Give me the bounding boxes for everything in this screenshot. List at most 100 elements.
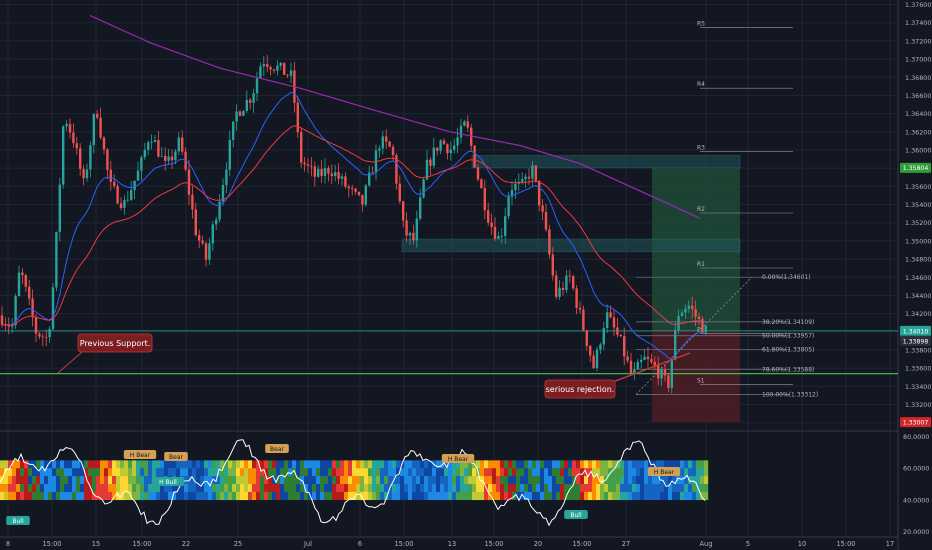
heatmap-cell bbox=[488, 491, 493, 501]
heatmap-cell bbox=[608, 476, 613, 485]
candle-body bbox=[541, 205, 544, 212]
heatmap-cell bbox=[320, 460, 325, 469]
heatmap-cell bbox=[212, 484, 217, 493]
heatmap-cell bbox=[380, 491, 385, 501]
heatmap-cell bbox=[416, 491, 421, 501]
heatmap-cell bbox=[616, 476, 621, 485]
heatmap-cell bbox=[176, 484, 181, 493]
heatmap-cell bbox=[328, 484, 333, 493]
heatmap-cell bbox=[240, 491, 245, 501]
heatmap-cell bbox=[180, 491, 185, 501]
heatmap-cell bbox=[704, 476, 709, 485]
heatmap-cell bbox=[512, 468, 517, 477]
heatmap-cell bbox=[364, 491, 369, 501]
time-axis[interactable]: 8 15:00 15 15:00 22 25 Jul 6 15:00 13 15:00 20 15:00… bbox=[6, 540, 894, 548]
candle-body bbox=[330, 173, 333, 176]
heatmap-cell bbox=[672, 476, 677, 485]
annotations[interactable]: Previous Support. serious rejection. bbox=[57, 333, 691, 399]
heatmap-cell bbox=[696, 468, 701, 477]
heatmap-cell bbox=[216, 484, 221, 493]
candle-body bbox=[82, 168, 85, 179]
heatmap-cell bbox=[72, 491, 77, 501]
candle-body bbox=[521, 179, 524, 182]
heatmap-cell bbox=[600, 484, 605, 493]
price-badge-label: 1.33007 bbox=[903, 419, 929, 426]
heatmap-cell bbox=[0, 484, 5, 493]
heatmap-cell bbox=[504, 491, 509, 501]
candle-body bbox=[670, 359, 673, 388]
heatmap-cell bbox=[120, 468, 125, 477]
heatmap-cell bbox=[656, 460, 661, 469]
heatmap-cell bbox=[244, 468, 249, 477]
signal-badge bbox=[441, 454, 475, 463]
candle-body bbox=[170, 156, 174, 161]
candle-body bbox=[694, 309, 697, 317]
heatmap-cell bbox=[4, 468, 9, 477]
heatmap-cell bbox=[92, 476, 97, 485]
heatmap-cell bbox=[500, 476, 505, 485]
candle-body bbox=[102, 137, 106, 150]
heatmap-cell bbox=[60, 476, 65, 485]
candle-body bbox=[17, 272, 21, 297]
signal-label: H Bull bbox=[159, 479, 177, 486]
heatmap-cell bbox=[488, 468, 493, 477]
heatmap-cell bbox=[428, 468, 433, 477]
candle-body bbox=[419, 197, 422, 219]
heatmap-cell bbox=[440, 468, 445, 477]
heatmap-cell bbox=[420, 484, 425, 493]
heatmap-cell bbox=[456, 460, 461, 469]
candle-body bbox=[507, 196, 510, 217]
time-tick-label: 15:00 bbox=[394, 540, 413, 548]
heatmap-cell bbox=[648, 491, 653, 501]
heatmap-cell bbox=[704, 491, 709, 501]
heatmap-cell bbox=[508, 460, 513, 469]
heatmap-cell bbox=[500, 460, 505, 469]
candle-body bbox=[487, 210, 490, 223]
candle-body bbox=[616, 327, 619, 335]
heatmap-cell bbox=[88, 476, 93, 485]
heatmap-cell bbox=[44, 491, 49, 501]
heatmap-cell bbox=[116, 468, 121, 477]
heatmap-cell bbox=[412, 491, 417, 501]
heatmap-cell bbox=[228, 476, 233, 485]
candle-body bbox=[208, 243, 211, 260]
heatmap-cell bbox=[668, 491, 673, 501]
heatmap-cell bbox=[288, 491, 293, 501]
heatmap-cell bbox=[124, 491, 129, 501]
candle-body bbox=[483, 188, 486, 211]
heatmap-cell bbox=[428, 476, 433, 485]
heatmap-cell bbox=[236, 491, 241, 501]
fibonacci-retracement[interactable]: 0.00%(1.34601) 38.20%(1.34109) 50.00%(1.33… bbox=[635, 274, 818, 398]
heatmap-cell bbox=[324, 460, 329, 469]
heatmap-cell bbox=[28, 468, 33, 477]
heatmap-cell bbox=[272, 468, 277, 477]
candle-body bbox=[164, 155, 167, 161]
heatmap-cell bbox=[680, 460, 685, 469]
heatmap-cell bbox=[36, 491, 41, 501]
heatmap-cell bbox=[56, 491, 61, 501]
heatmap-cell bbox=[236, 484, 241, 493]
heatmap-cell bbox=[540, 460, 545, 469]
heatmap-cell bbox=[532, 484, 537, 493]
heatmap-cell bbox=[692, 484, 697, 493]
heatmap-cell bbox=[36, 484, 41, 493]
signal-badge bbox=[151, 477, 185, 486]
heatmap-cell bbox=[8, 484, 13, 493]
heatmap-cell bbox=[336, 476, 341, 485]
heatmap-cell bbox=[652, 476, 657, 485]
heatmap-cell bbox=[204, 484, 209, 493]
candle-body bbox=[527, 176, 531, 179]
heatmap-cell bbox=[344, 468, 349, 477]
heatmap-cell bbox=[200, 460, 205, 469]
time-tick-label: 15:00 bbox=[484, 540, 503, 548]
heatmap-cell bbox=[320, 484, 325, 493]
heatmap-cell bbox=[688, 476, 693, 485]
sma-slow-line bbox=[89, 14, 701, 219]
heatmap-cell bbox=[704, 468, 709, 477]
heatmap-cell bbox=[192, 460, 197, 469]
heatmap-cell bbox=[500, 468, 505, 477]
heatmap-cell bbox=[184, 491, 189, 501]
heatmap-cell bbox=[176, 468, 181, 477]
heatmap-cell bbox=[332, 484, 337, 493]
